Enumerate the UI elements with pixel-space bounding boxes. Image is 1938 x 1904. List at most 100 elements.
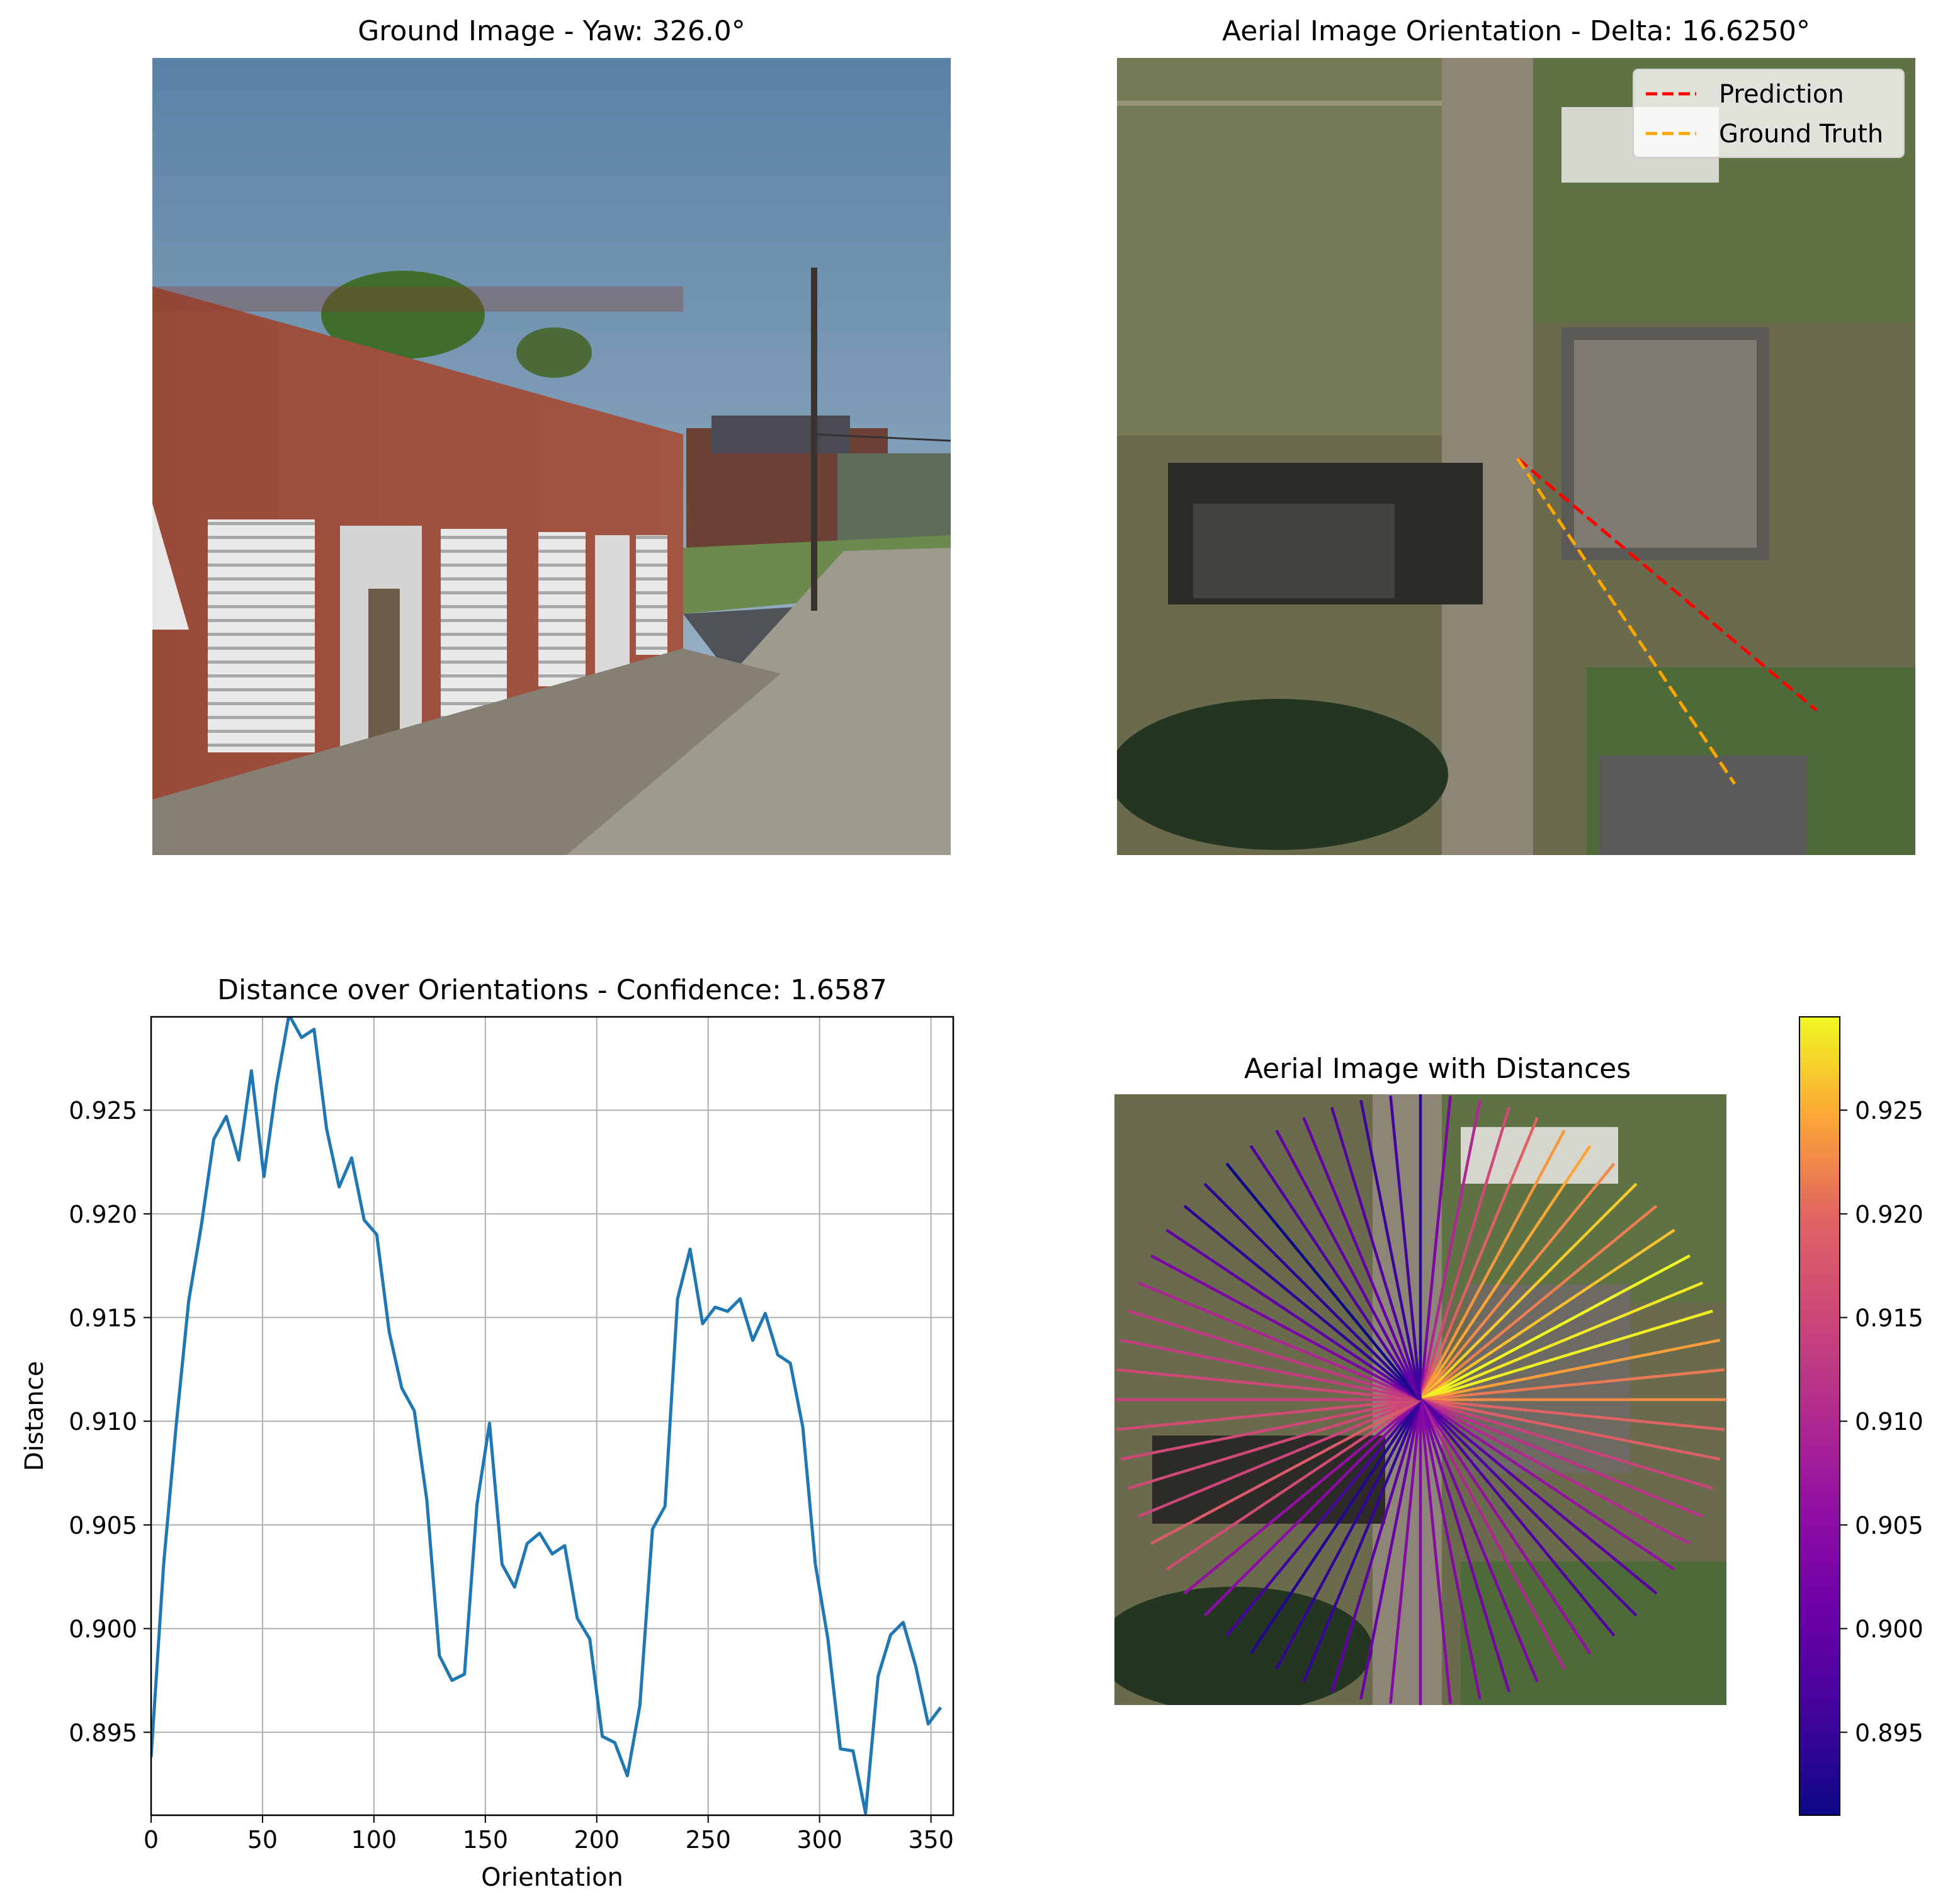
x-tick-label: 50: [247, 1826, 278, 1854]
aerial-orientation-lines: [1516, 457, 1818, 785]
radial-line: [1330, 1399, 1422, 1692]
radial-line: [1419, 1399, 1452, 1704]
radial-line: [1389, 1096, 1422, 1400]
radial-line: [1419, 1399, 1482, 1700]
legend-label-prediction: Prediction: [1719, 80, 1844, 109]
radial-line: [1420, 1339, 1721, 1402]
radial-line: [1302, 1399, 1422, 1682]
radial-line: [1419, 1398, 1592, 1655]
legend-label-ground-truth: Ground Truth: [1719, 120, 1883, 149]
radial-line: [1128, 1398, 1421, 1490]
radial-line: [1359, 1099, 1422, 1400]
y-tick-label: 0.900: [69, 1616, 137, 1643]
radial-line: [1419, 1399, 1510, 1692]
distance-series: [151, 1017, 943, 1815]
y-tick-label: 0.915: [69, 1305, 137, 1332]
radial-line: [1249, 1398, 1422, 1655]
colorbar-tick-label: 0.920: [1855, 1201, 1924, 1228]
colorbar-tick-label: 0.900: [1855, 1616, 1924, 1643]
radial-line: [1419, 1398, 1691, 1545]
radial-line: [1419, 1182, 1638, 1401]
radial-line: [1419, 1398, 1638, 1617]
radial-title: Aerial Image with Distances: [1244, 1053, 1631, 1085]
distance-axes-frame: [150, 1016, 955, 1816]
radial-line: [1275, 1398, 1422, 1670]
x-tick-label: 100: [351, 1826, 397, 1854]
radial-line: [1359, 1399, 1422, 1700]
colorbar-tick-label: 0.925: [1855, 1097, 1924, 1125]
radial-line: [1203, 1398, 1422, 1617]
x-tick-label: 200: [574, 1826, 620, 1854]
radial-line: [1116, 1398, 1421, 1431]
radial-line: [1389, 1399, 1422, 1704]
prediction-line: [1516, 457, 1818, 711]
radial-line: [1138, 1281, 1421, 1402]
x-tick-label: 0: [144, 1826, 159, 1854]
radial-line: [1120, 1339, 1421, 1402]
x-tick-label: 150: [463, 1826, 509, 1854]
ground-street-image: [152, 58, 951, 855]
radial-line: [1420, 1310, 1713, 1402]
distance-line: [151, 1017, 943, 1815]
y-axis-label: Distance: [20, 1361, 49, 1471]
radial-line: [1419, 1399, 1539, 1682]
radial-line: [1419, 1145, 1592, 1401]
radial-line: [1419, 1107, 1510, 1400]
colorbar-tick-label: 0.895: [1855, 1719, 1924, 1747]
radial-line: [1225, 1162, 1422, 1401]
radial-line: [1150, 1254, 1422, 1401]
y-tick-label: 0.925: [69, 1097, 137, 1125]
radial-line: [1419, 1096, 1452, 1400]
radial-line: [1183, 1398, 1422, 1595]
radial-line: [1419, 1398, 1566, 1670]
radial-line: [1419, 1398, 1616, 1637]
radial-line: [1420, 1398, 1721, 1461]
x-tick-label: 250: [685, 1826, 731, 1854]
radial-line: [1249, 1145, 1422, 1401]
aerial-orientation-image: [1117, 58, 1915, 855]
radial-line: [1150, 1398, 1422, 1545]
radial-line: [1203, 1182, 1422, 1401]
colorbar-tick-label: 0.905: [1855, 1512, 1924, 1539]
radial-distance-lines: [1115, 1094, 1726, 1705]
radial-line: [1302, 1117, 1422, 1400]
radial-line: [1419, 1099, 1482, 1400]
x-tick-label: 300: [796, 1826, 842, 1854]
radial-line: [1165, 1398, 1422, 1571]
radial-line: [1116, 1368, 1421, 1402]
y-tick-label: 0.910: [69, 1408, 137, 1436]
radial-line: [1120, 1398, 1421, 1461]
colorbar-ticks: 0.895 0.900 0.905 0.910 0.915 0.920 0.925: [1840, 1097, 1924, 1747]
aerial-legend: Prediction Ground Truth: [1633, 69, 1905, 158]
radial-line: [1420, 1398, 1703, 1518]
distance-title: Distance over Orientations - Confidence:…: [217, 974, 887, 1006]
radial-line: [1420, 1398, 1713, 1490]
ground-truth-line: [1516, 457, 1737, 785]
radial-line: [1419, 1228, 1675, 1401]
radial-line: [1419, 1162, 1616, 1401]
radial-line: [1419, 1398, 1675, 1571]
radial-line: [1165, 1228, 1422, 1401]
radial-line: [1225, 1398, 1422, 1637]
y-tick-label: 0.895: [69, 1719, 137, 1747]
radial-line: [1419, 1254, 1691, 1401]
radial-line: [1183, 1204, 1422, 1401]
y-axis-ticks: 0.895 0.900 0.905 0.910 0.915 0.920 0.925: [69, 1097, 151, 1747]
x-axis-label: Orientation: [481, 1863, 623, 1892]
colorbar: [1799, 1016, 1840, 1816]
radial-line: [1419, 1130, 1566, 1401]
radial-line: [1419, 1204, 1658, 1401]
radial-line: [1420, 1281, 1703, 1402]
y-tick-label: 0.920: [69, 1201, 137, 1228]
radial-line: [1128, 1310, 1421, 1402]
radial-line: [1420, 1398, 1725, 1431]
colorbar-tick-label: 0.915: [1855, 1305, 1924, 1332]
radial-line: [1419, 1398, 1658, 1595]
radial-line: [1419, 1117, 1539, 1400]
aerial-title: Aerial Image Orientation - Delta: 16.625…: [1222, 15, 1810, 47]
radial-line: [1138, 1398, 1421, 1518]
colorbar-tick-label: 0.910: [1855, 1408, 1924, 1436]
x-tick-label: 350: [908, 1826, 954, 1854]
y-tick-label: 0.905: [69, 1512, 137, 1539]
